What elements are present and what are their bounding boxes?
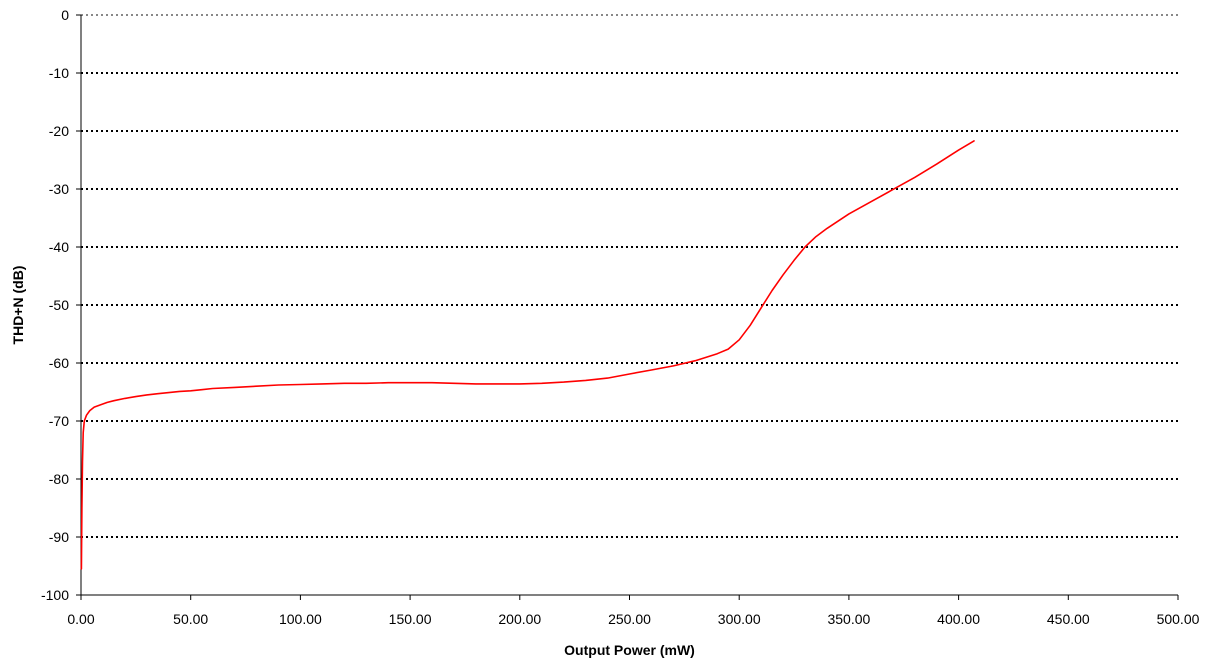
x-tick-label: 150.00 (389, 611, 432, 627)
x-tick-label: 300.00 (718, 611, 761, 627)
x-tick-label: 50.00 (173, 611, 208, 627)
series (80, 140, 975, 570)
y-tick-label: -50 (49, 297, 69, 313)
x-tick-label: 500.00 (1157, 611, 1200, 627)
y-tick-label: -90 (49, 529, 69, 545)
y-axis-ticks: 0 -10 -20 -30 -40 -50 -60 -70 -80 -90 -100 (41, 7, 81, 603)
x-axis-title: Output Power (mW) (564, 642, 695, 658)
y-tick-label: -100 (41, 587, 69, 603)
y-tick-label: -20 (49, 123, 69, 139)
y-tick-label: -30 (49, 181, 69, 197)
x-tick-label: 0.00 (67, 611, 94, 627)
x-axis-ticks: 0.00 50.00 100.00 150.00 200.00 250.00 300.00 3… (67, 595, 1200, 627)
x-tick-label: 250.00 (608, 611, 651, 627)
y-tick-label: -70 (49, 413, 69, 429)
y-tick-label: -80 (49, 471, 69, 487)
y-axis-title: THD+N (dB) (10, 266, 26, 345)
y-tick-label: -40 (49, 239, 69, 255)
x-tick-label: 200.00 (498, 611, 541, 627)
y-tick-label: 0 (61, 7, 69, 23)
x-tick-label: 450.00 (1047, 611, 1090, 627)
y-tick-label: -10 (49, 65, 69, 81)
x-tick-label: 350.00 (827, 611, 870, 627)
y-tick-label: -60 (49, 355, 69, 371)
x-tick-label: 100.00 (279, 611, 322, 627)
x-tick-label: 400.00 (937, 611, 980, 627)
series-line (80, 140, 975, 570)
gridlines (81, 14, 1178, 538)
